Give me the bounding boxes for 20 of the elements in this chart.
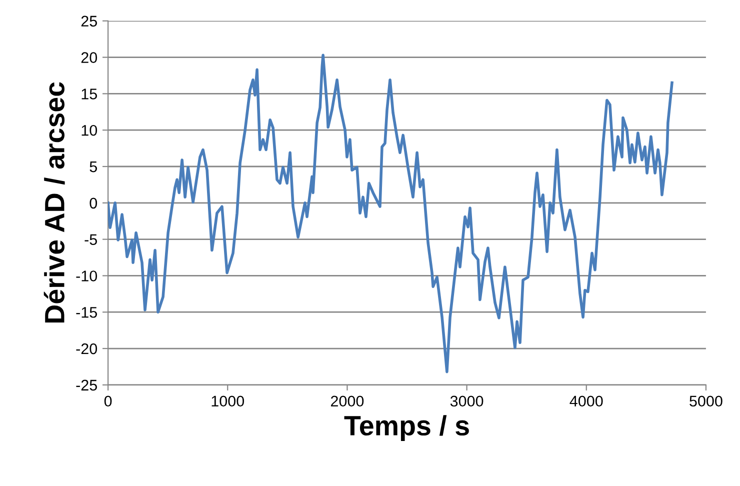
y-tick-label: 0 [90, 198, 98, 209]
y-tick-label: -20 [76, 343, 98, 354]
y-tick-label: -25 [76, 380, 97, 391]
x-tick-label: 0 [104, 396, 112, 407]
x-tick-label: 2000 [330, 396, 364, 407]
line-series [108, 54, 674, 374]
y-tick-label: 5 [90, 162, 97, 172]
y-tick-label: 10 [82, 124, 98, 136]
y-tick-label: -15 [76, 307, 97, 318]
y-tick-label: -10 [76, 270, 98, 282]
y-tick-label: 20 [81, 52, 98, 63]
x-axis-title: Temps / s [344, 415, 469, 442]
x-tick-label: 5000 [690, 396, 722, 407]
y-tick-label: -5 [84, 234, 97, 245]
x-tick-label: 3000 [450, 396, 484, 407]
x-tick-label: 4000 [570, 396, 603, 407]
y-axis-title: Dérive AD / arcsec [44, 82, 65, 323]
x-tick-label: 1000 [212, 396, 244, 407]
y-tick-label: 15 [82, 88, 97, 100]
y-tick-label: 25 [81, 16, 97, 27]
